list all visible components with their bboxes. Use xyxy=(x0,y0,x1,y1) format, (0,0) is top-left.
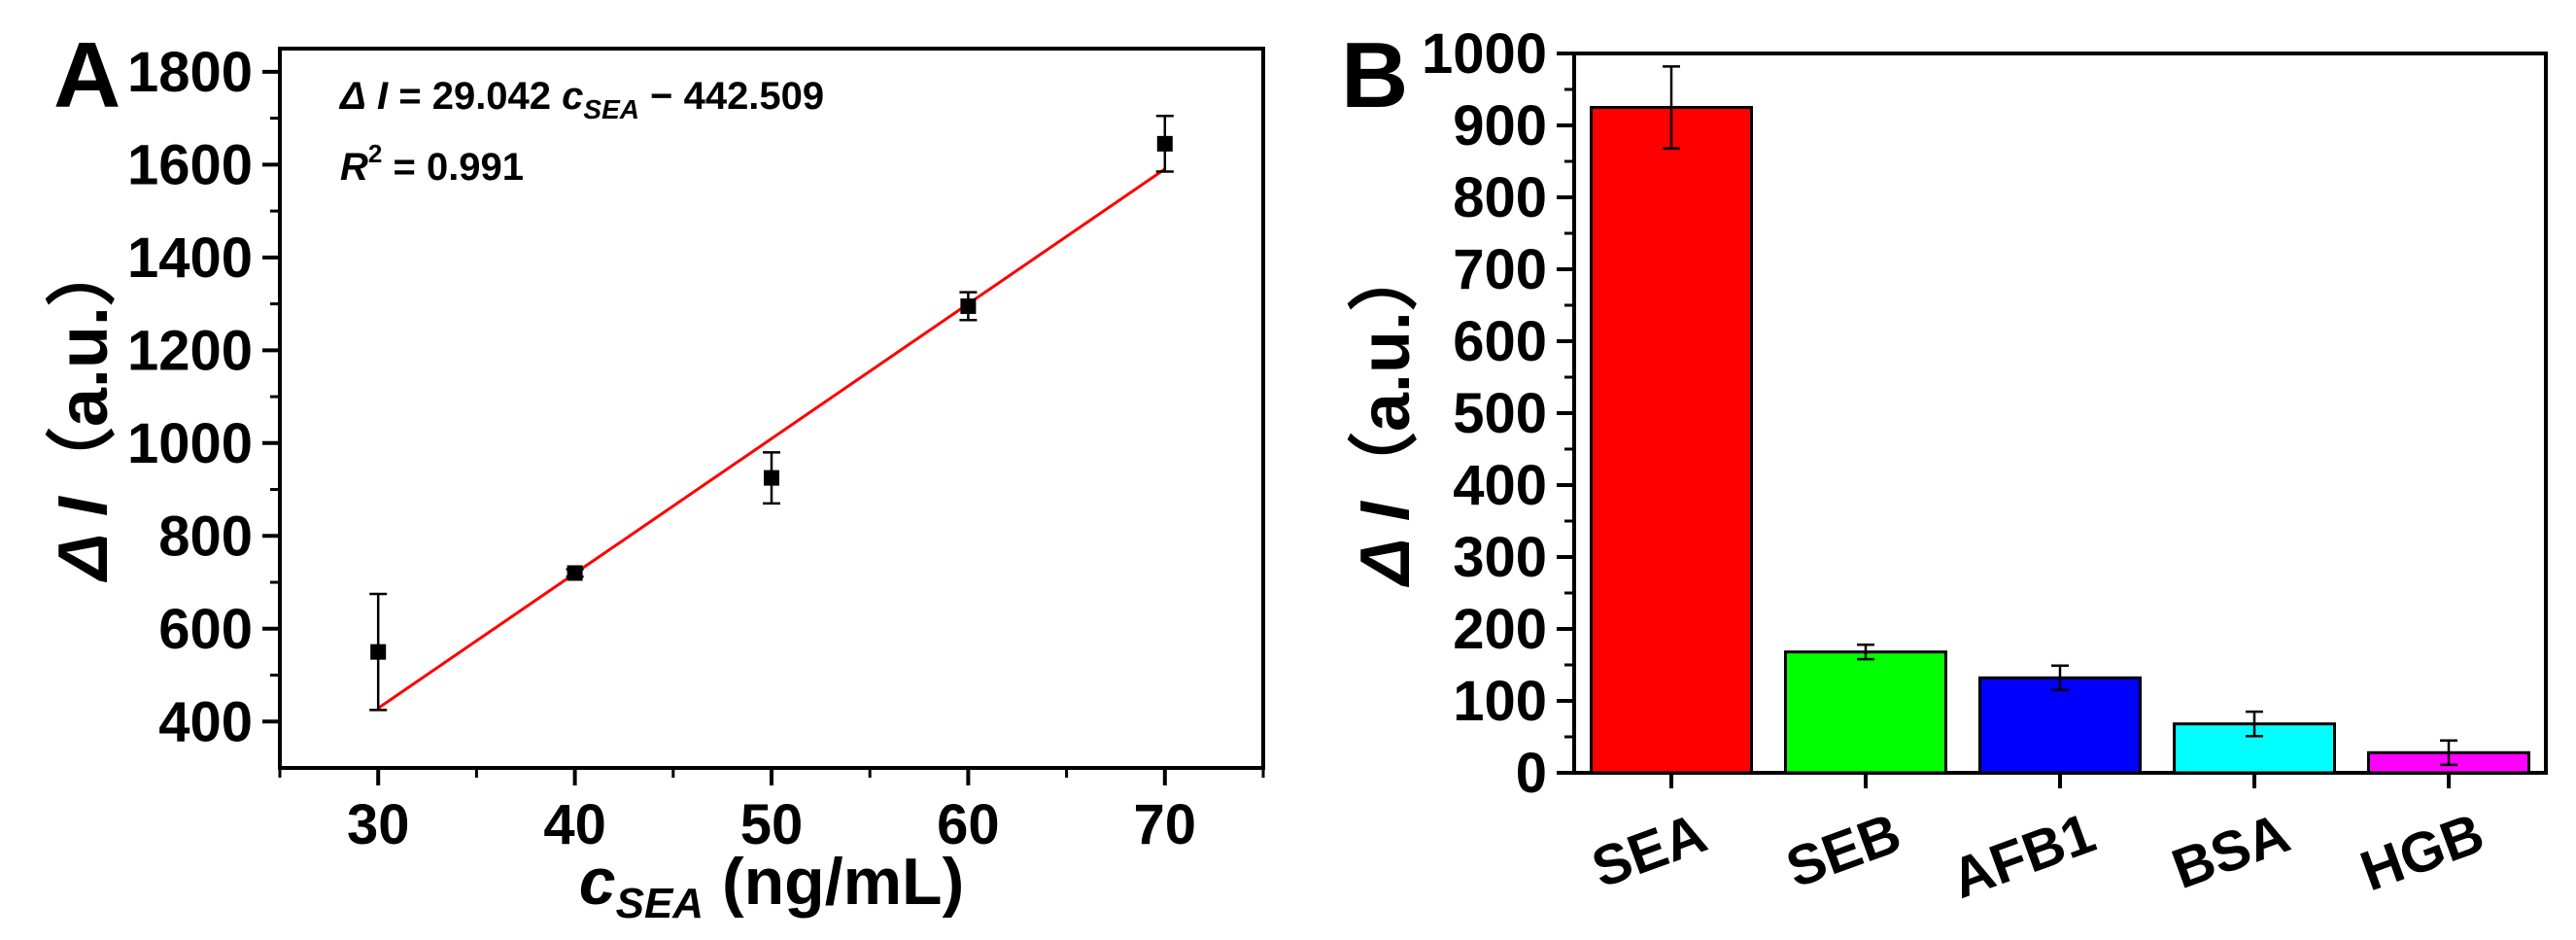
bar-sea xyxy=(1590,106,1753,775)
x-tick-label: AFB1 xyxy=(1943,801,2104,911)
y-tick-label: 100 xyxy=(1453,670,1547,733)
x-tick-label: 70 xyxy=(1134,793,1197,856)
regression-equation: Δ I = 29.042 cSEA − 442.509 xyxy=(338,75,824,124)
y-tick-label: 400 xyxy=(1453,454,1547,517)
x-tick-label: SEB xyxy=(1778,801,1908,900)
plot-a-x-ticks: 30 40 50 60 70 xyxy=(278,768,1265,856)
panel-b-label: B xyxy=(1341,23,1408,127)
y-tick-label: 1600 xyxy=(127,133,253,196)
panel-a-scatter-chart: A 400 600 800 1000 1200 1400 1600 1800 30 40 50 60… xyxy=(45,23,1265,927)
fit-line xyxy=(377,167,1166,710)
x-tick-label: 60 xyxy=(937,793,1000,856)
plot-b-x-labels: SEA SEB AFB1 BSA HGB xyxy=(1584,801,2491,911)
plot-a-y-ticks: 400 600 800 1000 1200 1400 1600 1800 xyxy=(127,41,280,753)
y-tick-label: 600 xyxy=(158,598,253,661)
panel-a-label: A xyxy=(53,23,120,127)
x-tick-label: 50 xyxy=(740,793,804,856)
y-tick-label: 300 xyxy=(1453,526,1547,589)
bar-afb1 xyxy=(1978,676,2142,775)
y-tick-label: 400 xyxy=(158,690,253,753)
data-point xyxy=(764,470,779,486)
y-tick-label: 800 xyxy=(1453,166,1547,229)
y-tick-label: 200 xyxy=(1453,598,1547,661)
y-tick-label: 1000 xyxy=(1422,22,1547,86)
data-point xyxy=(567,565,583,581)
y-tick-label: 1400 xyxy=(127,226,253,290)
y-tick-label: 0 xyxy=(1516,742,1547,805)
y-tick-label: 800 xyxy=(158,505,253,568)
plot-a-points xyxy=(369,114,1174,712)
plot-b-bars xyxy=(1590,65,2530,788)
y-tick-label: 1000 xyxy=(127,412,253,475)
y-axis-label-a: Δ I（a.u.） xyxy=(45,236,122,583)
y-tick-label: 900 xyxy=(1453,94,1547,157)
data-point xyxy=(370,644,387,660)
y-tick-label: 700 xyxy=(1453,238,1547,301)
x-tick-label: 30 xyxy=(347,793,410,856)
x-tick-label: 40 xyxy=(543,793,606,856)
x-tick-label: SEA xyxy=(1584,801,1714,900)
y-tick-label: 500 xyxy=(1453,382,1547,445)
r-squared: R2 = 0.991 xyxy=(340,139,524,189)
y-axis-label-b: Δ I（a.u.） xyxy=(1347,241,1425,588)
plot-b-y-ticks: 0 100 200 300 400 500 600 700 800 900 1000 xyxy=(1422,22,1574,805)
x-tick-label: BSA xyxy=(2164,801,2297,901)
y-tick-label: 1200 xyxy=(127,319,253,382)
y-tick-label: 600 xyxy=(1453,310,1547,373)
data-point xyxy=(960,297,977,314)
data-point xyxy=(1156,135,1173,152)
x-tick-label: HGB xyxy=(2353,801,2491,903)
y-tick-label: 1800 xyxy=(127,41,253,104)
bar-seb xyxy=(1784,650,1947,775)
x-axis-label-a: cSEA (ng/mL) xyxy=(579,845,964,927)
